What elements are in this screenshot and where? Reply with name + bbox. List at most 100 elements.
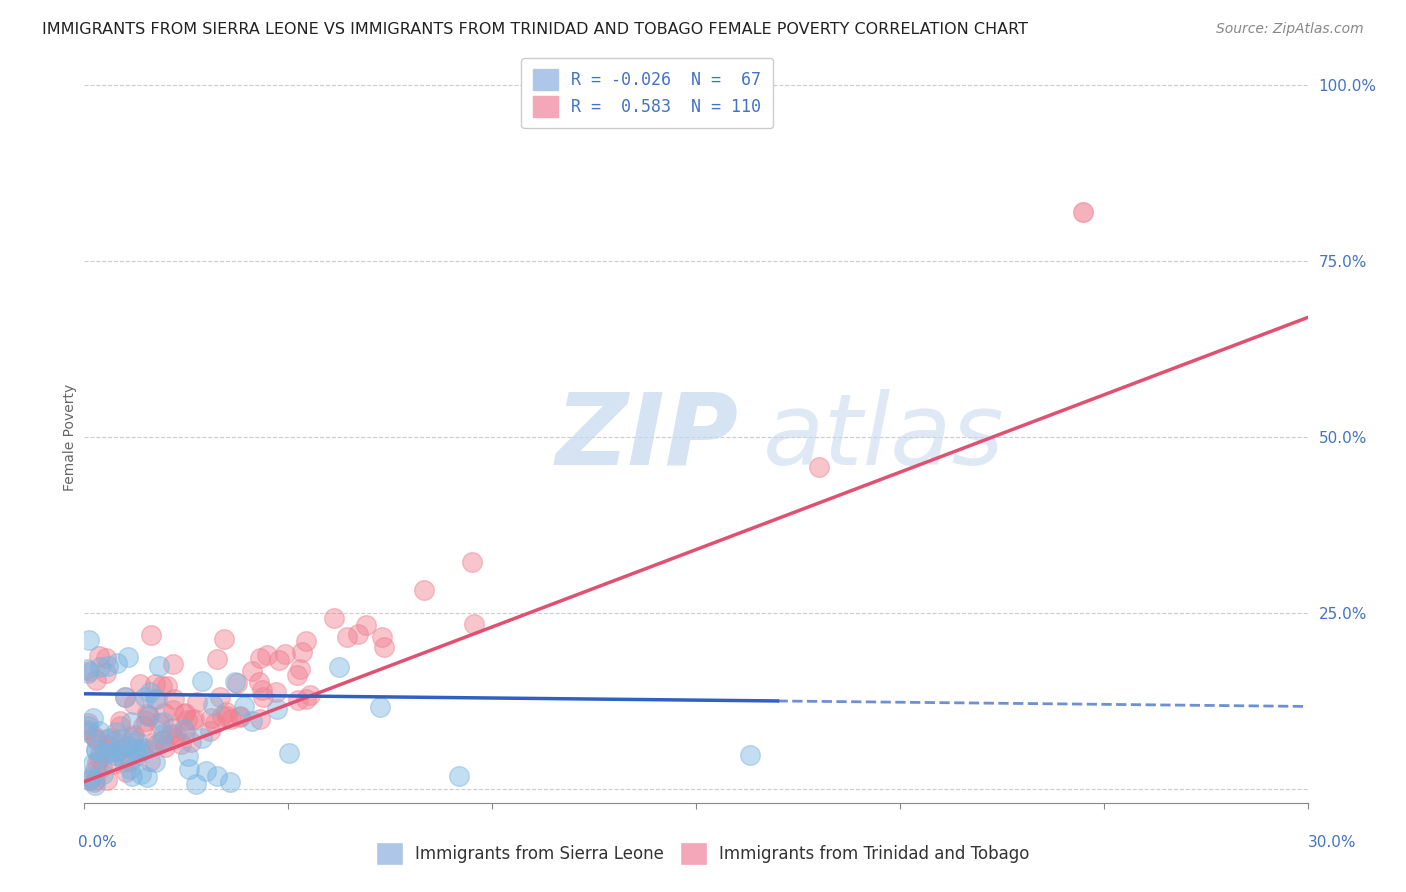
Point (371, 630, 394, 644)
Point (179, 763, 201, 777)
Point (294, 634, 316, 648)
Point (96, 732, 118, 747)
Point (87, 649, 110, 664)
Point (129, 767, 152, 781)
Point (108, 719, 131, 733)
Point (173, 707, 195, 722)
Point (76, 723, 98, 737)
Point (98, 740, 121, 755)
Point (198, 724, 221, 739)
Point (150, 734, 173, 748)
Point (86, 743, 108, 757)
Point (135, 714, 157, 728)
Point (103, 733, 125, 747)
Point (134, 741, 156, 756)
Point (77, 665, 100, 680)
Point (266, 701, 288, 715)
Point (82, 711, 104, 725)
Point (110, 731, 132, 746)
Point (87, 752, 110, 766)
Point (114, 690, 136, 705)
Point (86, 673, 108, 688)
Point (173, 725, 195, 739)
Point (191, 731, 214, 746)
Point (76, 661, 98, 675)
Point (91, 766, 114, 780)
Point (124, 728, 146, 742)
Point (152, 714, 174, 729)
Point (181, 713, 204, 727)
Point (252, 683, 274, 698)
Point (191, 673, 214, 688)
Point (212, 632, 235, 646)
Text: Source: ZipAtlas.com: Source: ZipAtlas.com (1216, 22, 1364, 37)
Point (89, 747, 111, 762)
Point (125, 748, 148, 763)
Point (112, 755, 135, 769)
Point (224, 674, 246, 689)
Point (132, 718, 155, 732)
Point (136, 709, 159, 723)
Point (117, 649, 139, 664)
Text: 0.0%: 0.0% (79, 835, 117, 850)
Point (249, 712, 271, 726)
Point (156, 679, 179, 693)
Point (173, 706, 195, 720)
Point (202, 698, 225, 713)
Point (252, 690, 274, 705)
Point (153, 706, 176, 721)
Point (82, 756, 104, 771)
Point (249, 650, 271, 665)
Point (356, 618, 378, 632)
Point (121, 769, 143, 783)
Point (225, 676, 247, 690)
Point (229, 710, 252, 724)
Point (285, 668, 308, 682)
Point (160, 722, 183, 736)
Point (180, 735, 202, 749)
Point (76, 715, 98, 730)
Point (336, 630, 359, 644)
Point (118, 754, 141, 768)
Point (110, 742, 132, 756)
Point (87, 724, 110, 739)
Point (153, 739, 176, 754)
Legend: Immigrants from Sierra Leone, Immigrants from Trinidad and Tobago: Immigrants from Sierra Leone, Immigrants… (370, 837, 1036, 871)
Point (256, 648, 278, 663)
Point (208, 690, 231, 704)
Point (84, 772, 107, 787)
Point (177, 749, 200, 764)
Point (79, 770, 101, 784)
Point (84, 731, 107, 746)
Point (121, 736, 143, 750)
Point (86, 756, 108, 770)
Text: 30.0%: 30.0% (1308, 835, 1357, 850)
Point (176, 713, 198, 727)
Point (97, 659, 120, 673)
Point (240, 714, 263, 728)
Point (233, 698, 256, 713)
Point (146, 692, 169, 706)
Point (447, 769, 470, 783)
Point (115, 739, 138, 753)
Point (194, 764, 217, 778)
Y-axis label: Female Poverty: Female Poverty (63, 384, 77, 491)
Point (295, 692, 318, 706)
Point (108, 714, 131, 728)
Point (1073, 205, 1095, 219)
Point (412, 582, 434, 597)
Point (160, 727, 183, 741)
Point (148, 715, 170, 730)
Point (122, 698, 145, 712)
Legend: R = -0.026  N =  67, R =  0.583  N = 110: R = -0.026 N = 67, R = 0.583 N = 110 (522, 58, 773, 128)
Point (463, 616, 485, 631)
Point (120, 762, 142, 776)
Point (173, 722, 195, 736)
Point (139, 684, 162, 698)
Point (346, 627, 368, 641)
Point (120, 714, 142, 729)
Point (98, 731, 121, 745)
Point (129, 744, 152, 758)
Point (152, 726, 174, 740)
Point (287, 692, 309, 706)
